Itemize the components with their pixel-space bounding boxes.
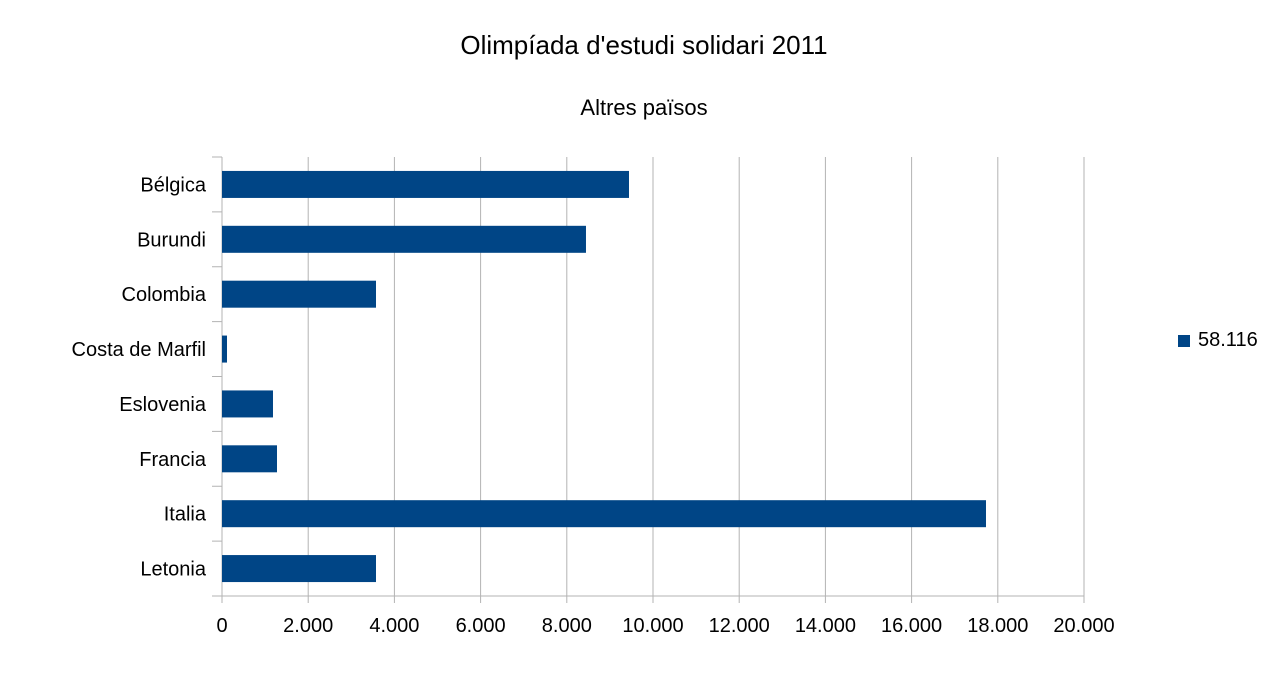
bar [222,500,986,528]
bar [222,225,586,253]
y-tick-label: Costa de Marfil [72,339,207,361]
chart-subtitle: Altres països [580,95,708,120]
bar [222,445,277,473]
bar [222,390,273,418]
x-tick-label: 6.000 [456,615,506,637]
x-tick-label: 14.000 [795,615,856,637]
y-tick-label: Eslovenia [119,394,207,416]
y-tick-label: Francia [139,449,207,471]
x-tick-label: 4.000 [369,615,419,637]
y-tick-label: Italia [164,504,207,526]
legend-swatch [1178,334,1190,347]
y-tick-label: Colombia [122,284,207,306]
chart-title: Olimpíada d'estudi solidari 2011 [460,30,828,60]
bar [222,335,227,363]
bar [222,170,629,198]
x-tick-label: 0 [216,615,227,637]
y-tick-label: Burundi [137,229,206,251]
y-tick-label: Letonia [140,559,206,581]
legend-label: 58.116 [1198,329,1258,351]
x-tick-label: 10.000 [622,615,683,637]
x-tick-label: 8.000 [542,615,592,637]
bar [222,555,376,583]
x-tick-label: 12.000 [709,615,770,637]
x-tick-label: 16.000 [881,615,942,637]
x-tick-label: 18.000 [967,615,1028,637]
x-tick-label: 2.000 [283,615,333,637]
bar [222,280,376,308]
x-tick-label: 20.000 [1053,615,1114,637]
legend: 58.116 [1178,329,1258,352]
y-tick-label: Bélgica [140,174,206,196]
